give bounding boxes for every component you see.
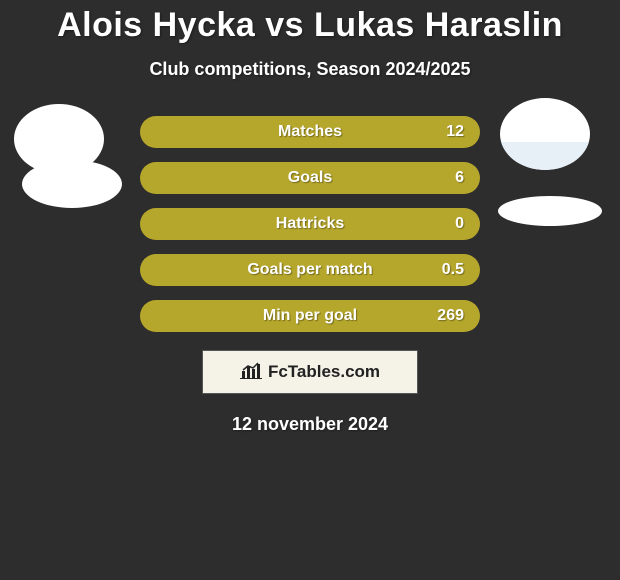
subtitle: Club competitions, Season 2024/2025	[0, 59, 620, 80]
stat-row: Min per goal 269	[140, 300, 480, 332]
bar-chart-icon	[240, 361, 262, 384]
stat-right-value: 269	[434, 307, 464, 325]
stats-block: Matches 12 Goals 6 Hattricks 0 Goals per…	[0, 116, 620, 332]
stat-label: Matches	[278, 123, 342, 141]
player-right-jersey	[500, 142, 590, 170]
comparison-card: Alois Hycka vs Lukas Haraslin Club compe…	[0, 0, 620, 580]
player-right-avatar-shadow	[498, 196, 602, 226]
source-logo[interactable]: FcTables.com	[202, 350, 418, 394]
stat-label: Goals per match	[247, 261, 372, 279]
page-title: Alois Hycka vs Lukas Haraslin	[0, 0, 620, 45]
stat-label: Hattricks	[276, 215, 344, 233]
date-line: 12 november 2024	[0, 414, 620, 435]
stat-row: Goals 6	[140, 162, 480, 194]
stat-right-value: 6	[434, 169, 464, 187]
stat-label: Goals	[288, 169, 332, 187]
stat-bars: Matches 12 Goals 6 Hattricks 0 Goals per…	[140, 116, 480, 332]
player-right-avatar	[500, 98, 590, 170]
stat-right-value: 12	[434, 123, 464, 141]
stat-row: Matches 12	[140, 116, 480, 148]
stat-row: Goals per match 0.5	[140, 254, 480, 286]
stat-right-value: 0.5	[434, 261, 464, 279]
stat-label: Min per goal	[263, 307, 357, 325]
source-logo-text: FcTables.com	[268, 362, 380, 382]
stat-row: Hattricks 0	[140, 208, 480, 240]
player-left-avatar-shadow	[22, 160, 122, 208]
stat-right-value: 0	[434, 215, 464, 233]
